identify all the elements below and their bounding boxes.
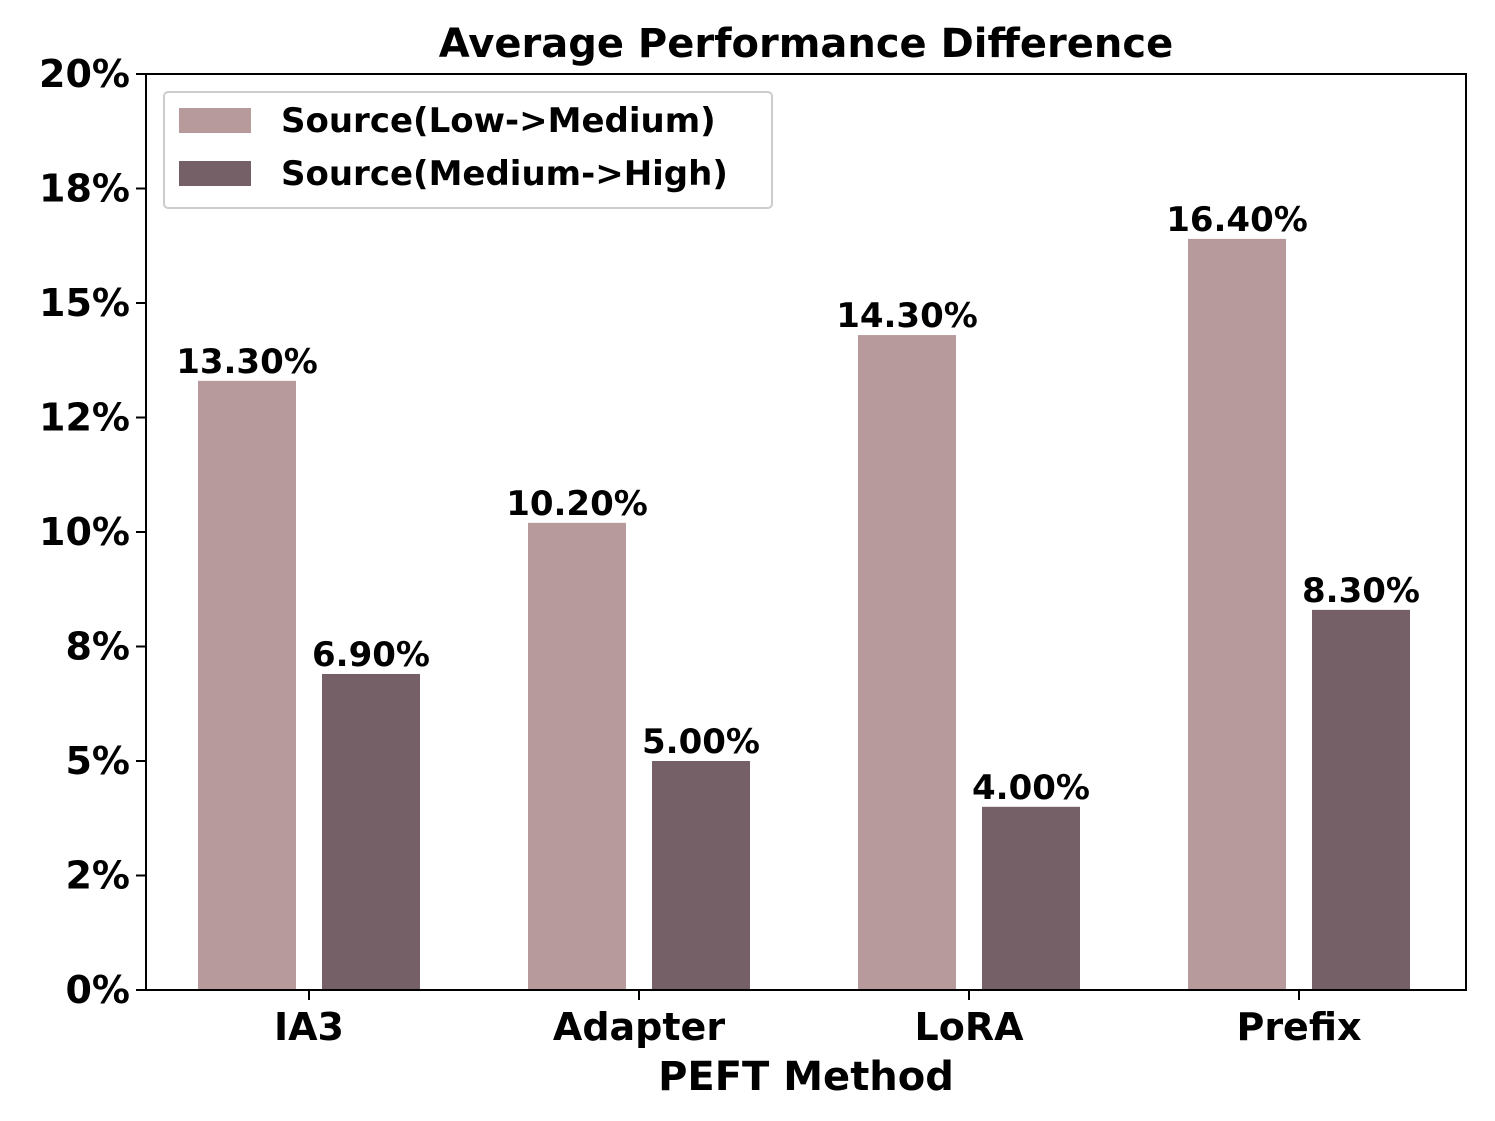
bar <box>198 380 296 990</box>
bar <box>528 522 626 990</box>
legend: Source(Low->Medium) Source(Medium->High) <box>163 91 773 209</box>
legend-label: Source(Medium->High) <box>281 154 728 194</box>
chart-title: Average Performance Difference <box>439 21 1173 67</box>
y-tick-label: 8% <box>65 625 130 669</box>
bar <box>652 761 750 990</box>
x-tick-label: LoRA <box>915 1005 1025 1049</box>
bar <box>322 673 420 990</box>
bar-value-label: 5.00% <box>642 722 760 762</box>
y-tick-label: 15% <box>39 281 130 325</box>
bars-layer <box>198 238 1410 990</box>
legend-label: Source(Low->Medium) <box>281 101 716 141</box>
x-axis: IA3 Adapter LoRA Prefix <box>274 990 1362 1049</box>
x-tick-label: IA3 <box>274 1005 344 1049</box>
bar-value-label: 10.20% <box>506 484 648 524</box>
bar <box>1188 238 1286 990</box>
y-tick-label: 12% <box>39 396 130 440</box>
legend-box <box>163 91 773 209</box>
bar-value-label: 13.30% <box>176 342 318 382</box>
y-tick-label: 10% <box>39 510 130 554</box>
bar <box>982 806 1080 990</box>
data-labels-layer: 13.30% 6.90% 10.20% 5.00% 14.30% 4.00% 16.40% 8… <box>176 200 1420 808</box>
y-axis: 0% 2% 5% 8% 10% 12% 15% 18% 20% <box>39 52 146 1012</box>
plot-frame <box>145 73 1467 991</box>
x-tick-label: Adapter <box>553 1005 725 1049</box>
bar <box>858 335 956 990</box>
y-tick-label: 0% <box>65 968 130 1012</box>
x-axis-label: PEFT Method <box>658 1054 954 1100</box>
y-tick-label: 5% <box>65 739 130 783</box>
bar <box>1312 609 1410 990</box>
y-tick-label: 18% <box>39 167 130 211</box>
bar-value-label: 6.90% <box>312 635 430 675</box>
bar-value-label: 8.30% <box>1302 571 1420 611</box>
legend-swatch <box>179 161 251 186</box>
x-tick-label: Prefix <box>1236 1005 1361 1049</box>
bar-value-label: 14.30% <box>836 296 978 336</box>
bar-value-label: 4.00% <box>972 768 1090 808</box>
y-tick-label: 20% <box>39 52 130 96</box>
legend-swatch <box>179 108 251 133</box>
bar-value-label: 16.40% <box>1166 200 1308 240</box>
y-tick-label: 2% <box>65 854 130 898</box>
